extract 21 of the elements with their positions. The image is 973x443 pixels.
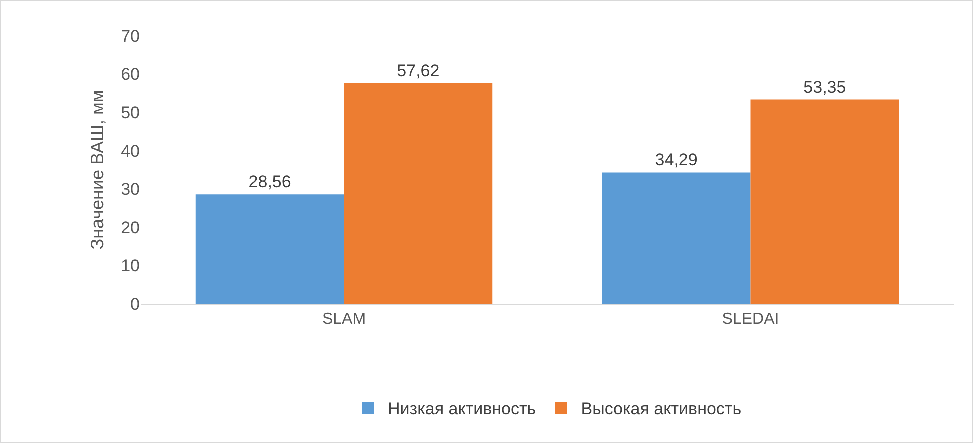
bar — [196, 194, 344, 304]
bar — [750, 100, 900, 304]
y-tick-label: 20 — [121, 218, 140, 238]
data-label: 57,62 — [397, 61, 440, 80]
y-tick-label: 60 — [121, 65, 140, 84]
bar — [344, 83, 493, 304]
y-tick-label: 0 — [130, 294, 140, 314]
x-tick-label: SLAM — [322, 311, 366, 328]
data-label: 34,29 — [655, 150, 698, 170]
x-tick-label: SLEDAI — [722, 311, 780, 328]
y-axis-title: Значение ВАШ, мм — [87, 90, 108, 250]
y-tick-label: 70 — [121, 26, 140, 46]
bar — [602, 172, 751, 304]
y-tick-label: 40 — [121, 142, 140, 161]
legend-label: Высокая активность — [581, 400, 742, 419]
y-tick-label: 50 — [121, 104, 140, 123]
data-label: 53,35 — [804, 78, 846, 97]
y-tick-label: 10 — [121, 256, 140, 276]
legend-label: Низкая активность — [388, 400, 536, 419]
data-label: 28,56 — [248, 172, 292, 192]
y-tick-label: 30 — [121, 180, 140, 200]
